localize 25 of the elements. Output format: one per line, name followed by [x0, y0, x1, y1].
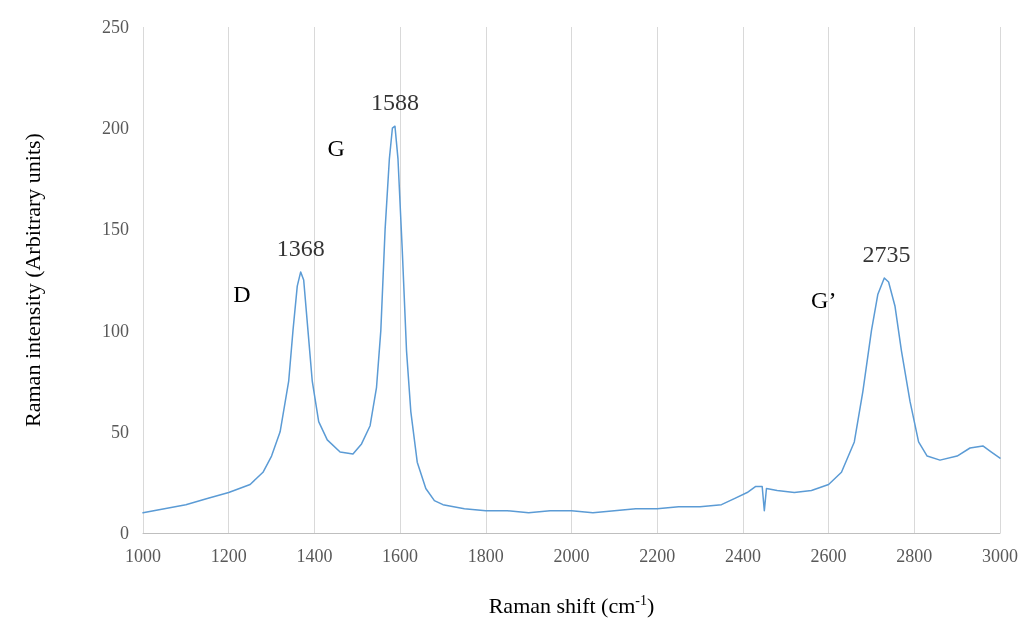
x-tick-label: 3000 [982, 546, 1018, 566]
x-tick-label: 1000 [125, 546, 161, 566]
line-series [142, 125, 1001, 514]
y-axis-title: Raman intensity (Arbitrary units) [19, 133, 45, 427]
x-tick-label: 2000 [553, 546, 590, 566]
y-tick-label: 100 [102, 320, 129, 341]
y-tick-label: 50 [111, 421, 129, 442]
x-tick-label: 1200 [210, 546, 247, 566]
x-tick-label: 1800 [467, 546, 504, 566]
y-tick-label: 200 [102, 118, 129, 139]
annotation: D [233, 280, 251, 307]
x-tick-label: 1600 [382, 546, 419, 566]
x-tick-label: 2200 [639, 546, 676, 566]
annotation: 1368 [276, 234, 325, 261]
annotation: G [327, 135, 345, 162]
annotation: G’ [811, 286, 837, 313]
y-tick-label: 150 [102, 219, 129, 240]
annotation: 2735 [862, 240, 911, 267]
x-tick-label: 2800 [896, 546, 933, 566]
annotation: 1588 [370, 89, 419, 116]
y-tick-label: 0 [120, 523, 129, 543]
y-tick-label: 250 [102, 17, 129, 37]
x-tick-label: 2400 [724, 546, 761, 566]
x-tick-label: 2600 [810, 546, 847, 566]
x-tick-label: 1400 [296, 546, 333, 566]
